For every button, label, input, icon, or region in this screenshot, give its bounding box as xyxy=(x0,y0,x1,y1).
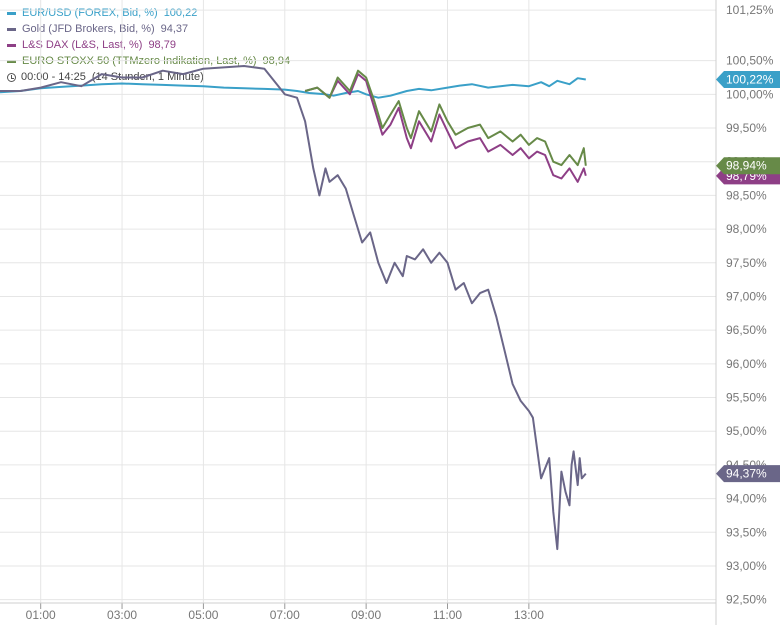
last-value-label: 100,22% xyxy=(726,73,774,87)
chart-grid xyxy=(0,0,716,603)
legend-item-gold[interactable]: Gold (JFD Brokers, Bid, %) 94,37 xyxy=(7,21,290,37)
x-tick-label: 07:00 xyxy=(270,608,300,622)
legend-label: Gold (JFD Brokers, Bid, %) xyxy=(22,23,155,35)
y-tick-label: 95,50% xyxy=(726,391,767,405)
legend-value: 94,37 xyxy=(160,23,189,35)
y-tick-label: 96,50% xyxy=(726,323,767,337)
y-tick-label: 97,00% xyxy=(726,289,767,303)
y-tick-label: 93,50% xyxy=(726,525,767,539)
x-tick-label: 03:00 xyxy=(107,608,137,622)
legend-item-dax[interactable]: L&S DAX (L&S, Last, %) 98,79 xyxy=(7,37,290,53)
y-tick-label: 100,50% xyxy=(726,54,774,68)
legend-label: L&S DAX (L&S, Last, %) xyxy=(22,39,143,51)
y-tick-label: 99,50% xyxy=(726,121,767,135)
clock-icon xyxy=(7,72,16,82)
last-value-badge xyxy=(716,157,780,175)
x-tick-label: 01:00 xyxy=(26,608,56,622)
y-axis: 101,25%100,50%100,00%99,50%99,00%98,50%9… xyxy=(715,0,774,625)
y-tick-label: 101,25% xyxy=(726,3,774,17)
time-range-row: 00:00 - 14:25 (14 Stunden, 1 Minute) xyxy=(7,69,290,85)
y-tick-label: 94,00% xyxy=(726,492,767,506)
time-range: 00:00 - 14:25 xyxy=(21,71,86,83)
series-line-2 xyxy=(304,73,587,183)
legend-swatch xyxy=(7,43,16,47)
x-tick-label: 11:00 xyxy=(433,608,462,622)
y-tick-label: 100,00% xyxy=(726,87,774,101)
time-range-detail: (14 Stunden, 1 Minute) xyxy=(91,71,204,83)
last-value-badge xyxy=(716,71,780,89)
x-tick-label: 13:00 xyxy=(514,608,544,622)
legend-swatch xyxy=(7,27,16,31)
series-line-0 xyxy=(0,77,586,99)
x-axis: 01:00 03:00 05:00 07:00 09:00 11:00 13:00 xyxy=(0,602,716,622)
x-tick-label: 09:00 xyxy=(351,608,381,622)
last-value-label: 94,37% xyxy=(726,467,767,481)
last-value-badge xyxy=(716,465,780,483)
y-tick-label: 93,00% xyxy=(726,559,767,573)
y-tick-label: 95,00% xyxy=(726,424,767,438)
last-value-badges: 100,22%94,37%98,79%98,94% xyxy=(716,71,780,483)
y-tick-label: 97,50% xyxy=(726,256,767,270)
legend-swatch xyxy=(7,11,16,15)
y-tick-label: 98,00% xyxy=(726,222,767,236)
series-line-3 xyxy=(304,69,587,167)
y-tick-label: 96,00% xyxy=(726,357,767,371)
x-tick-label: 05:00 xyxy=(188,608,218,622)
y-tick-label: 92,50% xyxy=(726,593,767,607)
chart-series xyxy=(0,65,587,551)
last-value-label: 98,94% xyxy=(726,159,767,173)
legend-value: 98,79 xyxy=(148,39,176,51)
series-line-1 xyxy=(0,65,587,551)
y-tick-label: 98,50% xyxy=(726,188,767,202)
